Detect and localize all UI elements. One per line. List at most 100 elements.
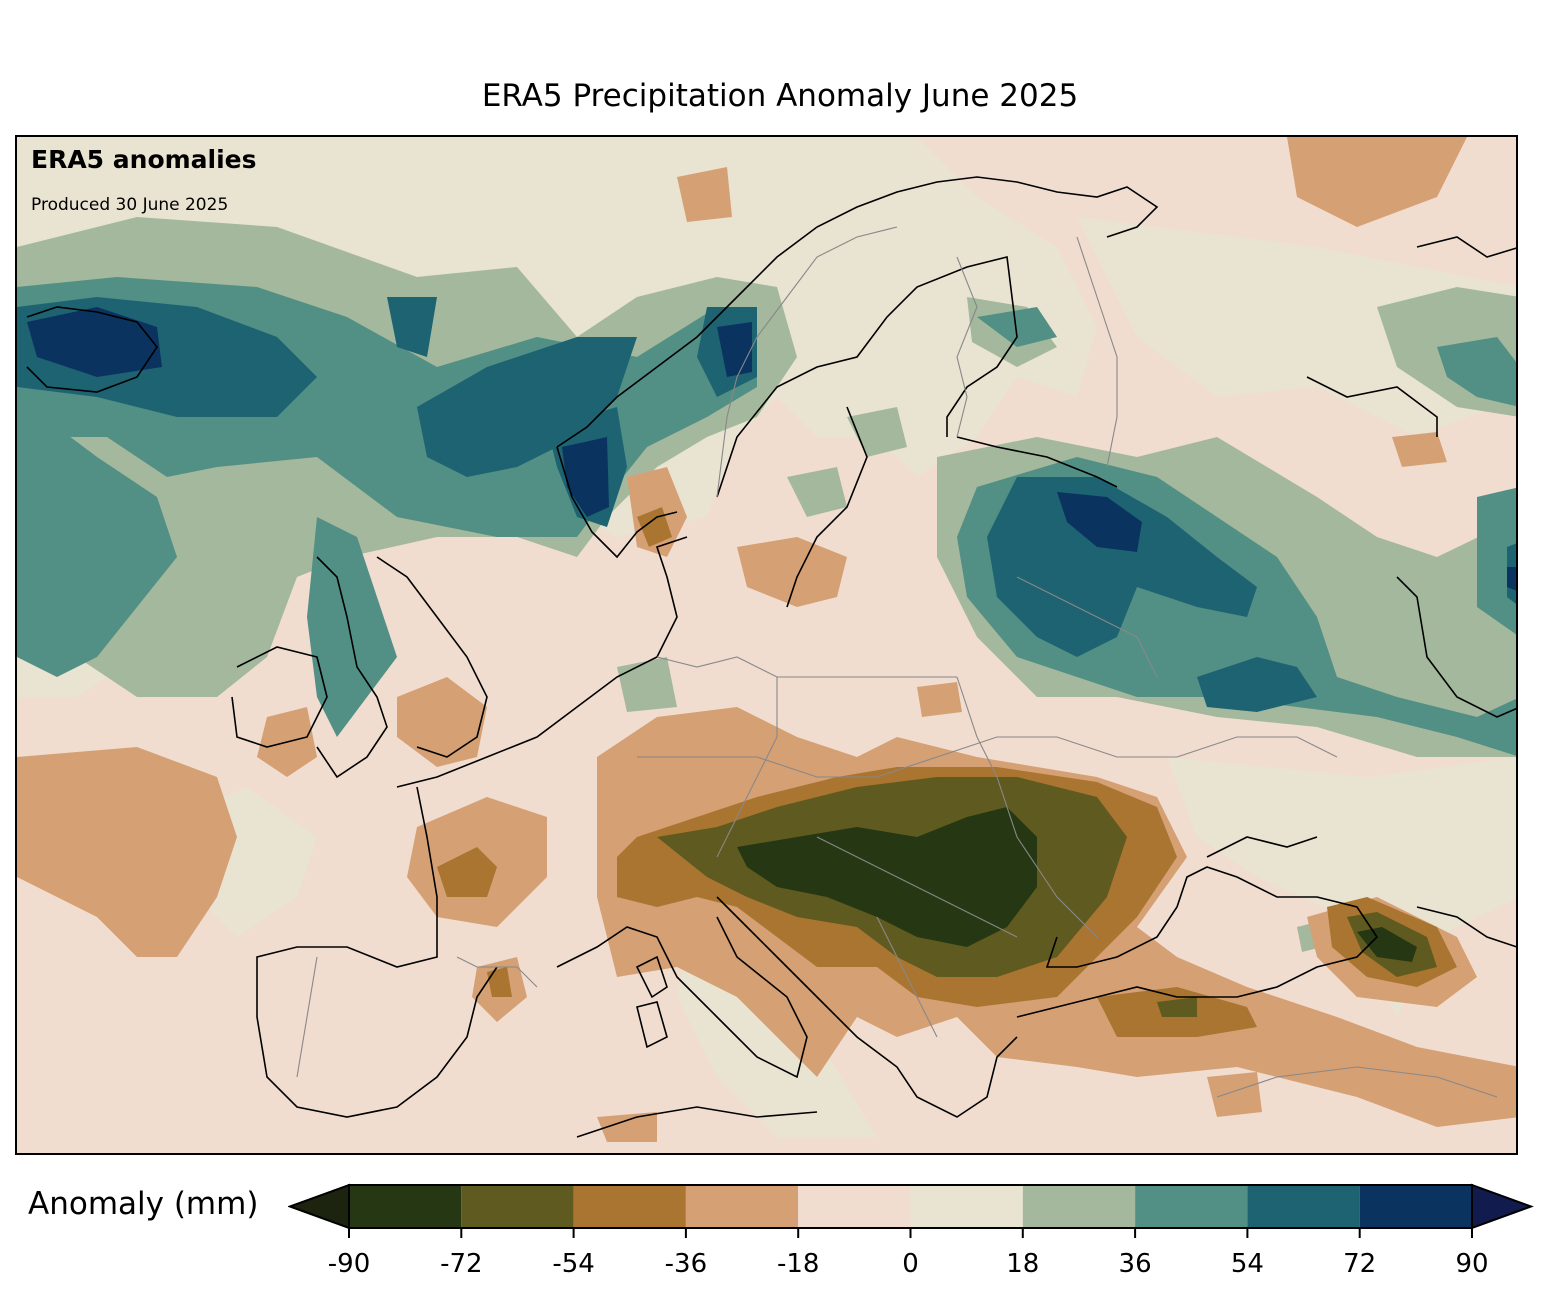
border-sweden-finland [956, 256, 978, 438]
field-dry-sweden-south [737, 537, 847, 607]
field-very-dry-anatolia [1157, 997, 1197, 1017]
colorbar-tick-label: -90 [328, 1249, 370, 1279]
colorbar: -90 -72 -54 -36 -18 0 18 36 54 72 90 [288, 1183, 1534, 1279]
field-wetter-west-atlantic [17, 397, 177, 677]
field-dry-norwegian-sea-north [677, 167, 732, 222]
field-drier-pyrenees [487, 967, 512, 997]
border-france-spain [456, 956, 538, 988]
field-extreme-wet-east [1507, 567, 1516, 591]
colorbar-tick-label: 18 [1006, 1249, 1039, 1279]
colorbar-tick-label: 54 [1231, 1249, 1264, 1279]
field-wetter-far-east [1477, 487, 1516, 635]
field-very-wet-baltic [987, 477, 1257, 657]
border-spain-portugal [296, 956, 318, 1078]
colorbar-tick-label: -18 [777, 1249, 819, 1279]
coastline-north-africa [576, 1106, 818, 1138]
coastline-ireland [231, 646, 328, 748]
field-dry-turkey [1207, 1072, 1262, 1117]
field-wetter-northeast [1437, 337, 1516, 407]
border-baltic-states [1016, 576, 1158, 678]
field-extreme-dry-caucasus [1357, 927, 1417, 962]
field-dry-north-africa [597, 1112, 657, 1142]
field-drier-skagerrak [637, 507, 672, 547]
colorbar-bins [349, 1185, 1472, 1228]
field-extreme-wet-norway-north [717, 322, 752, 377]
border-balkans-b [876, 916, 938, 1038]
border-germany-south [716, 677, 778, 858]
coastline-finland-gulf [956, 436, 1118, 488]
field-wet-netherlands [617, 657, 677, 712]
coastline-iceland [26, 306, 158, 393]
page-title: ERA5 Precipitation Anomaly June 2025 [481, 78, 1079, 114]
coastlines [26, 176, 1516, 1138]
border-ukraine-russia [1176, 736, 1338, 758]
colorbar-bin [685, 1185, 799, 1228]
colorbar-label: Anomaly (mm) [28, 1186, 259, 1222]
coastline-iberia [256, 786, 498, 1118]
field-extreme-wet-iceland [27, 307, 162, 377]
map-source-label: ERA5 anomalies [31, 145, 257, 174]
coastline-caspian [1396, 576, 1516, 718]
coastline-barents [1416, 236, 1516, 258]
border-poland-ukraine [956, 676, 1098, 938]
coastline-black-sea [1016, 866, 1379, 1018]
coastline-sardinia [636, 1001, 668, 1049]
field-dry-russia-north [1392, 432, 1447, 467]
field-very-wet-russia [1197, 657, 1317, 712]
coastline-caucasus [1416, 906, 1516, 948]
field-extreme-dry-pannonian [737, 807, 1037, 947]
field-very-wet-faroe [387, 297, 437, 357]
field-wetter-scotland [307, 517, 397, 737]
colorbar-bin [461, 1185, 574, 1228]
border-norway-sweden [716, 226, 898, 498]
coastline-norway-north [556, 176, 1159, 448]
colorbar-bin [349, 1185, 462, 1228]
field-dry-poland [917, 682, 962, 717]
coastline-france-benelux [396, 536, 688, 788]
coastline-white-sea [1306, 376, 1438, 437]
colorbar-bin [1135, 1185, 1248, 1228]
coastline-corsica [635, 955, 668, 999]
colorbar-tick-label: -36 [665, 1249, 707, 1279]
map-panel: ERA5 anomalies Produced 30 June 2025 [15, 135, 1518, 1155]
border-balkans-a [816, 836, 1018, 938]
anomaly-field-map [17, 137, 1516, 1153]
field-very-wet-norwegian-sea [417, 337, 637, 477]
coastline-adriatic-greece [716, 896, 1018, 1118]
coastline-great-britain-west [316, 556, 388, 779]
coastline-great-britain-east [376, 556, 488, 758]
border-turkey-south [1216, 1066, 1498, 1098]
border-finland-russia [1076, 236, 1118, 468]
colorbar-tick-label: 72 [1343, 1249, 1376, 1279]
colorbar-bin [1247, 1185, 1360, 1228]
colorbar-ticks: -90 -72 -54 -36 -18 0 18 36 54 72 90 [328, 1228, 1489, 1279]
field-slightly-wet-northeast [1077, 217, 1516, 437]
colorbar-tick-label: -54 [552, 1249, 594, 1279]
field-wet-sweden-south [787, 467, 847, 517]
colorbar-over-arrow [1471, 1183, 1534, 1230]
colorbar-bin [910, 1185, 1023, 1228]
map-produced-date: Produced 30 June 2025 [31, 195, 229, 215]
colorbar-bin [798, 1185, 911, 1228]
colorbar-bin [573, 1185, 686, 1228]
coastline-crimea-azov [1206, 836, 1318, 858]
colorbar-tick-label: -72 [440, 1249, 482, 1279]
colorbar-under-arrow [288, 1183, 350, 1230]
field-dry-barents [1287, 137, 1467, 227]
coastline-norway-south [556, 446, 678, 559]
field-dry-atlantic-west [17, 747, 237, 957]
field-extreme-wet-norway [562, 437, 609, 517]
country-borders [296, 226, 1498, 1098]
colorbar-bin [1359, 1185, 1472, 1228]
field-wetter-finland [977, 307, 1057, 347]
border-central-europe-middle [637, 736, 1177, 778]
field-extreme-wet-gulf-finland [1057, 492, 1142, 552]
colorbar-tick-label: 0 [902, 1249, 919, 1279]
coastline-sweden-finland [716, 256, 1018, 498]
colorbar-tick-label: 36 [1119, 1249, 1152, 1279]
coastline-sweden-east [786, 406, 868, 608]
field-drier-france [437, 847, 497, 897]
colorbar-bin [1022, 1185, 1136, 1228]
coastline-italy [556, 916, 808, 1079]
colorbar-tick-label: 90 [1455, 1249, 1488, 1279]
